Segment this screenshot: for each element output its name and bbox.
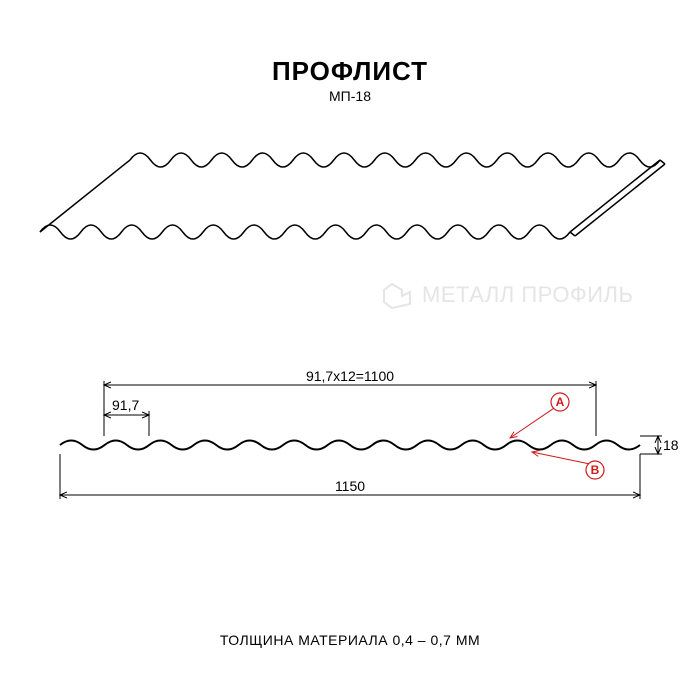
page-subtitle: МП-18 (0, 88, 700, 104)
svg-text:A: A (556, 395, 565, 409)
footer-text: ТОЛЩИНА МАТЕРИАЛА 0,4 – 0,7 ММ (0, 632, 700, 648)
watermark-logo-icon (380, 280, 414, 310)
dim-overall-label: 1150 (0, 478, 700, 494)
diagram-page: { "header": { "title": "ПРОФЛИСТ", "subt… (0, 0, 700, 700)
dim-height-label: 18 (663, 437, 679, 453)
watermark-text: МЕТАЛЛ ПРОФИЛЬ (422, 282, 633, 308)
page-title: ПРОФЛИСТ (0, 56, 700, 87)
svg-text:B: B (591, 463, 600, 477)
callouts: AB (510, 393, 604, 479)
profile-section (60, 441, 640, 450)
dim-pitch-label: 91,7 (112, 397, 139, 413)
watermark: МЕТАЛЛ ПРОФИЛЬ (380, 280, 633, 310)
perspective-view (40, 153, 665, 239)
diagram-canvas: AB (0, 0, 700, 700)
dim-formula-label: 91,7х12=1100 (0, 368, 700, 384)
